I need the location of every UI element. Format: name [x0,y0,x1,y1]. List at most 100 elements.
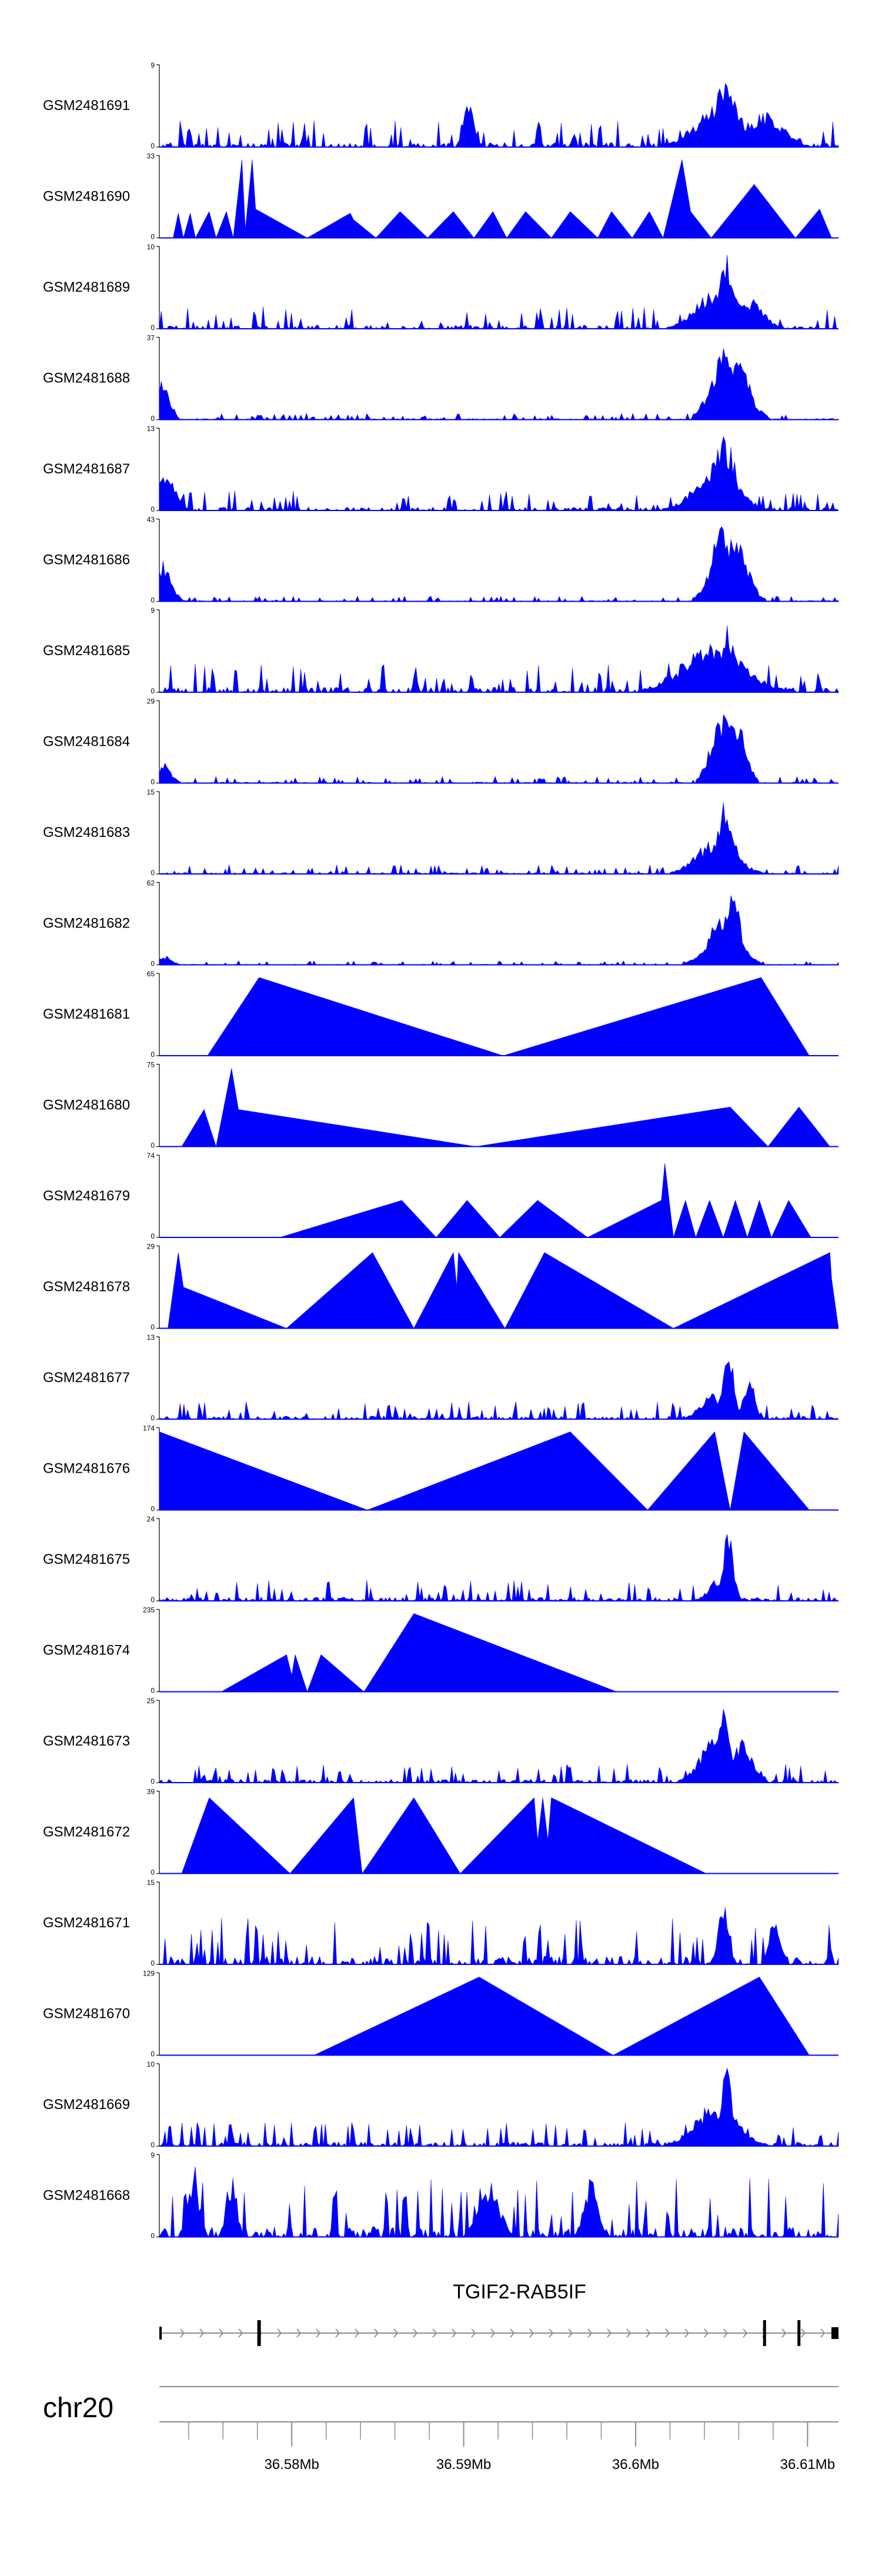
track-gsm2481691: GSM2481691 9 0 [43,61,839,150]
track-gsm2481689: GSM2481689 10 0 [43,243,839,332]
track-label: GSM2481674 [43,1643,130,1659]
gene-annotation-track: TGIF2-RAB5IF [159,2281,838,2346]
track-y-zero-label: 0 [151,1142,155,1150]
track-gsm2481685: GSM2481685 9 0 [43,606,839,695]
track-label: GSM2481690 [43,189,130,205]
track-y-zero-label: 0 [151,2232,155,2240]
coverage-area [159,2068,839,2147]
strand-arrow-icon [549,2328,554,2338]
track-y-max-label: 29 [147,698,155,706]
strand-arrow-icon [723,2328,729,2338]
track-y-zero-label: 0 [151,1232,155,1240]
track-label: GSM2481682 [43,916,130,932]
strand-arrow-icon [665,2328,670,2338]
strand-arrow-icon [393,2328,399,2338]
track-label: GSM2481673 [43,1733,130,1749]
track-label: GSM2481676 [43,1461,130,1477]
track-y-zero-label: 0 [151,1414,155,1422]
data-tracks: GSM248169190GSM2481690330GSM2481689100GS… [43,61,839,2240]
track-y-max-label: 74 [147,1152,155,1160]
gene-name-label: TGIF2-RAB5IF [453,2281,586,2303]
track-y-max-label: 62 [147,879,155,887]
track-y-zero-label: 0 [151,2141,155,2149]
coverage-area [181,1797,707,1874]
strand-arrow-icon [471,2328,476,2338]
track-y-zero-label: 0 [151,142,155,150]
track-y-zero-label: 0 [151,869,155,877]
chromosome-label: chr20 [43,2393,113,2424]
track-gsm2481688: GSM2481688 37 0 [43,334,839,423]
track-gsm2481674: GSM2481674 235 0 [43,1606,838,1695]
track-y-max-label: 10 [147,2060,155,2068]
strand-arrow-icon [452,2328,457,2338]
track-y-zero-label: 0 [151,415,155,423]
strand-arrow-icon [684,2328,690,2338]
track-label: GSM2481691 [43,98,130,114]
track-label: GSM2481671 [43,1915,130,1931]
track-gsm2481673: GSM2481673 25 0 [43,1697,839,1786]
track-label: GSM2481684 [43,734,130,750]
strand-arrow-icon [432,2328,437,2338]
strand-arrow-icon [374,2328,379,2338]
track-label: GSM2481683 [43,825,130,840]
strand-arrow-icon [820,2328,826,2338]
track-label: GSM2481668 [43,2188,130,2204]
track-y-zero-label: 0 [151,1323,155,1332]
track-label: GSM2481681 [43,1006,130,1022]
coverage-area [159,1432,810,1510]
strand-arrow-icon [801,2328,806,2338]
track-label: GSM2481687 [43,461,130,477]
coverage-area [168,1252,839,1329]
track-y-zero-label: 0 [151,505,155,513]
strand-arrow-icon [199,2328,205,2338]
strand-arrow-icon [781,2328,787,2338]
track-y-zero-label: 0 [151,687,155,695]
track-gsm2481690: GSM2481690 33 0 [43,152,839,241]
track-label: GSM2481669 [43,2097,130,2113]
track-label: GSM2481678 [43,1279,130,1295]
track-gsm2481675: GSM2481675 24 0 [43,1515,839,1604]
axis-tick-label: 36.59Mb [436,2457,491,2472]
strand-arrow-icon [335,2328,340,2338]
strand-arrow-icon [490,2328,496,2338]
strand-arrow-icon [277,2328,282,2338]
coverage-area [279,1163,820,1238]
track-label: GSM2481685 [43,643,130,659]
track-label: GSM2481680 [43,1097,130,1113]
track-gsm2481669: GSM2481669 10 0 [43,2060,839,2149]
strand-arrow-icon [587,2328,593,2338]
track-y-max-label: 13 [147,425,155,433]
track-y-max-label: 9 [151,606,155,615]
track-y-max-label: 235 [143,1606,155,1614]
axis-tick-label: 36.6Mb [612,2457,659,2472]
track-y-zero-label: 0 [151,1959,155,1967]
strand-arrow-icon [646,2328,651,2338]
gene-exon [797,2320,801,2346]
track-y-max-label: 129 [143,1970,155,1978]
track-y-max-label: 9 [151,2151,155,2160]
track-label: GSM2481688 [43,371,130,386]
track-y-zero-label: 0 [151,1505,155,1513]
track-y-max-label: 25 [147,1697,155,1705]
track-y-max-label: 13 [147,1333,155,1342]
track-label: GSM2481670 [43,2006,130,2022]
track-y-zero-label: 0 [151,1687,155,1695]
track-label: GSM2481679 [43,1188,130,1204]
axis-tick-label: 36.58Mb [264,2457,319,2472]
track-y-max-label: 33 [147,152,155,161]
coverage-area [159,1709,839,1783]
track-y-zero-label: 0 [151,1596,155,1604]
track-y-max-label: 39 [147,1788,155,1796]
coverage-area [159,2167,839,2237]
strand-arrow-icon [529,2328,534,2338]
track-y-max-label: 43 [147,516,155,524]
strand-arrow-icon [607,2328,612,2338]
strand-arrow-icon [180,2328,185,2338]
track-y-zero-label: 0 [151,2050,155,2058]
track-gsm2481677: GSM2481677 13 0 [43,1333,839,1422]
track-y-max-label: 24 [147,1515,155,1523]
track-y-zero-label: 0 [151,323,155,332]
track-label: GSM2481689 [43,279,130,295]
track-y-zero-label: 0 [151,1050,155,1059]
track-gsm2481672: GSM2481672 39 0 [43,1788,838,1877]
